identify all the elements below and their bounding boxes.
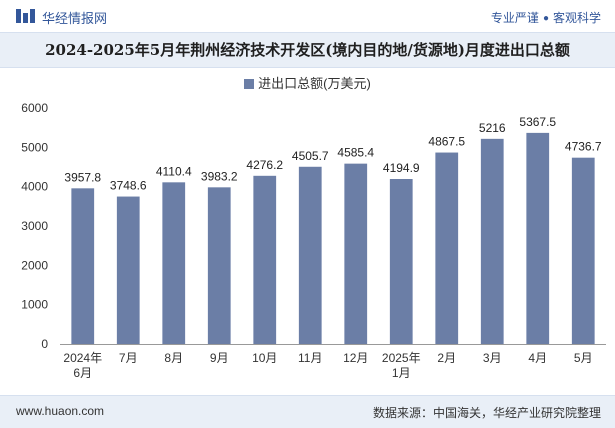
footer-band: www.huaon.com 数据来源：中国海关，华经产业研究院整理 <box>0 395 615 428</box>
title-band: 2024-2025年5月年荆州经济技术开发区(境内目的地/货源地)月度进出口总额 <box>0 32 615 68</box>
x-tick-label: 2月 <box>437 351 456 365</box>
y-tick-label: 3000 <box>21 219 48 233</box>
y-tick-label: 1000 <box>21 298 48 312</box>
legend-swatch <box>244 79 255 89</box>
dot-icon: ● <box>542 13 549 24</box>
bar <box>344 163 368 344</box>
chart-legend: 进出口总额(万美元) <box>0 73 615 92</box>
data-label: 4585.4 <box>337 146 374 160</box>
chart-title: 2024-2025年5月年荆州经济技术开发区(境内目的地/货源地)月度进出口总额 <box>45 41 570 59</box>
x-tick-label: 8月 <box>164 351 183 365</box>
bar <box>253 175 277 344</box>
bar <box>571 157 595 344</box>
data-label: 5216 <box>479 121 506 135</box>
data-label: 4194.9 <box>383 161 420 175</box>
site-url[interactable]: www.huaon.com <box>16 404 105 418</box>
bar <box>389 179 413 344</box>
slogan: 专业严谨 ● 客观科学 <box>491 9 601 26</box>
data-label: 3957.8 <box>64 170 101 184</box>
x-tick-label: 10月 <box>252 351 277 365</box>
brand-name: 华经情报网 <box>42 11 108 26</box>
bar <box>116 196 140 344</box>
x-tick-label: 2024年 <box>63 351 102 365</box>
x-tick-label: 9月 <box>210 351 229 365</box>
huajing-logo-icon <box>16 9 35 23</box>
x-tick-label: 7月 <box>119 351 138 365</box>
bar <box>207 187 231 344</box>
data-label: 4276.2 <box>246 158 283 172</box>
bar <box>71 188 95 344</box>
slogan-right: 客观科学 <box>552 11 601 25</box>
data-label: 4505.7 <box>292 149 329 163</box>
x-tick-label: 6月 <box>73 366 92 380</box>
x-tick-label: 5月 <box>574 351 593 365</box>
x-tick-label: 11月 <box>298 351 322 365</box>
x-tick-label: 3月 <box>483 351 502 365</box>
y-tick-label: 0 <box>41 337 48 351</box>
x-tick-label: 2025年 <box>382 351 421 365</box>
top-bar: 华经情报网 专业严谨 ● 客观科学 <box>0 0 615 32</box>
legend-label: 进出口总额(万美元) <box>258 76 371 91</box>
y-tick-label: 5000 <box>21 140 48 154</box>
bar <box>480 138 504 344</box>
y-tick-label: 2000 <box>21 258 48 272</box>
x-tick-label: 12月 <box>343 351 368 365</box>
data-label: 3748.6 <box>110 179 147 193</box>
source-label: 数据来源： <box>372 406 433 420</box>
data-label: 4736.7 <box>565 140 602 154</box>
x-tick-label: 1月 <box>392 366 411 380</box>
bar <box>435 152 459 344</box>
source-text: 中国海关，华经产业研究院整理 <box>432 406 601 420</box>
y-tick-label: 4000 <box>21 180 48 194</box>
data-label: 4110.4 <box>156 164 192 178</box>
bar <box>162 182 186 344</box>
slogan-left: 专业严谨 <box>490 11 539 25</box>
bar <box>298 166 322 344</box>
data-label: 5367.5 <box>519 115 556 129</box>
data-label: 3983.2 <box>201 169 238 183</box>
data-source: 数据来源：中国海关，华经产业研究院整理 <box>373 404 601 421</box>
x-tick-label: 4月 <box>528 351 547 365</box>
y-tick-label: 6000 <box>21 101 48 115</box>
data-label: 4867.5 <box>428 135 465 149</box>
bar <box>526 132 550 344</box>
